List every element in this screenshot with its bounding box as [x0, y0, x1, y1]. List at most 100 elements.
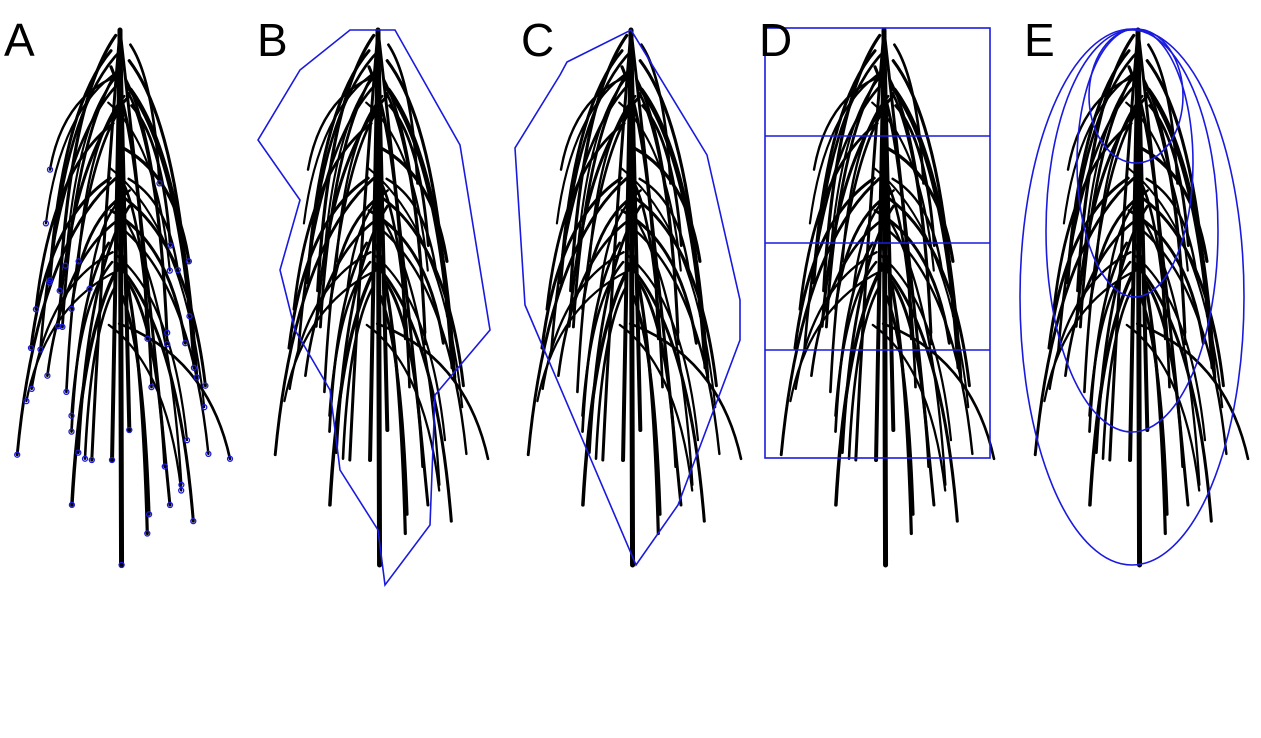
root — [56, 95, 131, 328]
root — [558, 49, 624, 285]
root — [1131, 260, 1213, 523]
root — [387, 87, 457, 379]
root-tip — [164, 329, 171, 336]
root — [871, 323, 947, 492]
root — [1076, 33, 1136, 293]
root — [114, 253, 189, 442]
root — [581, 241, 622, 433]
root-tip — [185, 258, 193, 265]
root-tip — [190, 517, 197, 525]
root — [58, 33, 118, 293]
root-tip — [164, 340, 171, 348]
concave-hull — [257, 29, 491, 588]
root — [384, 86, 454, 370]
ellipse — [1045, 29, 1219, 433]
root — [1125, 323, 1201, 492]
root — [834, 193, 889, 311]
root — [384, 280, 425, 469]
root — [1043, 264, 1147, 403]
root — [70, 241, 111, 433]
root — [620, 167, 717, 409]
root — [536, 264, 640, 403]
root — [335, 94, 384, 263]
root — [365, 323, 441, 492]
root — [877, 202, 947, 486]
root — [1131, 202, 1201, 486]
root — [1052, 121, 1133, 311]
root-tip — [226, 455, 234, 462]
root — [789, 264, 893, 403]
root — [834, 241, 875, 433]
root — [625, 253, 700, 442]
root — [1134, 243, 1167, 536]
root — [637, 86, 707, 370]
root — [1135, 322, 1250, 461]
root — [46, 215, 125, 378]
root — [379, 146, 449, 263]
root-tip — [68, 412, 75, 419]
root — [1139, 146, 1209, 263]
root — [588, 94, 637, 263]
root — [545, 121, 626, 311]
root-tip — [28, 385, 35, 393]
root — [322, 75, 376, 267]
root-tip — [42, 220, 50, 227]
root — [555, 69, 632, 225]
root-tip — [167, 242, 174, 249]
root — [341, 286, 374, 460]
root-tip — [108, 456, 116, 464]
root-tip — [68, 501, 76, 509]
root — [328, 254, 385, 507]
root — [587, 204, 642, 455]
root-tip — [81, 455, 89, 462]
panel-label: D — [759, 14, 792, 66]
root — [109, 167, 206, 409]
root — [314, 95, 389, 328]
root — [29, 176, 112, 350]
root — [334, 204, 389, 455]
root — [594, 286, 627, 460]
root-tip — [202, 382, 209, 389]
root — [126, 280, 167, 469]
root-tip — [201, 404, 208, 411]
root-tip — [63, 388, 70, 396]
root-tip — [68, 305, 75, 313]
root — [64, 75, 118, 267]
root — [627, 243, 660, 536]
root-tip — [86, 285, 93, 292]
panel-label: A — [4, 14, 35, 66]
root-tip — [174, 266, 181, 274]
root-tip — [144, 530, 151, 537]
root — [1144, 280, 1185, 469]
root — [283, 264, 387, 403]
root — [847, 286, 880, 460]
root-tip — [56, 287, 63, 294]
root — [632, 146, 702, 263]
root — [126, 86, 196, 370]
root — [1088, 241, 1129, 433]
root-tip — [46, 166, 54, 173]
root — [1065, 49, 1131, 285]
root — [890, 280, 931, 469]
root — [640, 87, 710, 379]
root — [1088, 193, 1143, 311]
root — [828, 75, 882, 267]
root-tip — [166, 267, 173, 274]
root — [117, 322, 232, 461]
root — [1047, 176, 1130, 350]
root-tip — [193, 374, 200, 381]
root-tip — [54, 323, 62, 330]
root — [273, 177, 375, 457]
root — [1094, 204, 1149, 455]
root — [367, 167, 464, 409]
root — [116, 243, 149, 536]
root — [880, 243, 913, 536]
root — [1062, 69, 1139, 225]
root — [893, 87, 963, 379]
root — [1088, 254, 1145, 507]
root — [793, 176, 876, 350]
root — [304, 215, 383, 378]
root-tip — [126, 426, 133, 434]
root — [34, 121, 115, 311]
